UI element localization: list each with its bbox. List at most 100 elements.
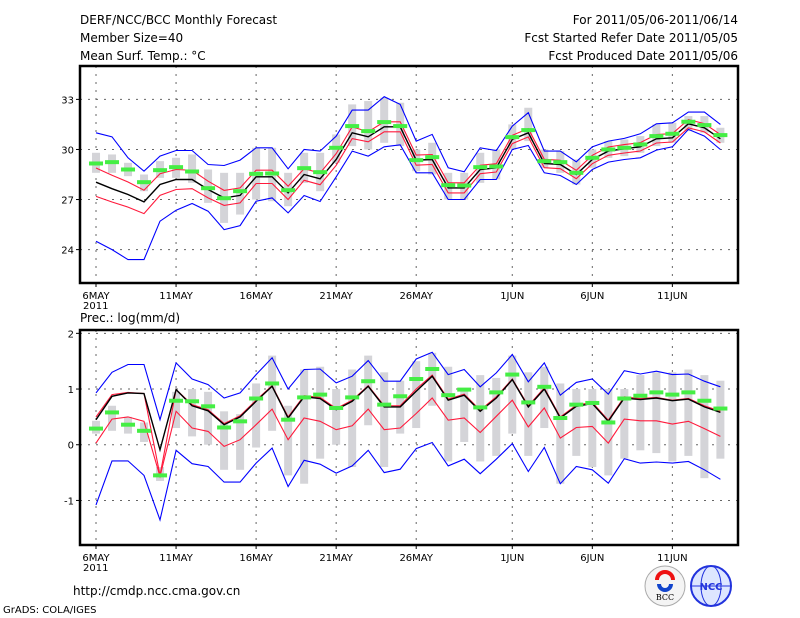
ensemble-marker xyxy=(137,428,152,433)
spread-bar xyxy=(412,361,421,429)
spread-bar xyxy=(444,366,453,462)
bcc-logo-text: BCC xyxy=(656,593,674,602)
ensemble-marker xyxy=(713,406,728,411)
spread-bar xyxy=(716,380,725,459)
ensemble-marker xyxy=(569,402,584,407)
series-inner-lower xyxy=(95,127,721,215)
ensemble-marker xyxy=(249,171,264,176)
spread-bar xyxy=(204,391,213,445)
ensemble-marker xyxy=(489,390,504,395)
ensemble-marker xyxy=(233,189,248,194)
ensemble-marker xyxy=(489,164,504,169)
series-inner-lower xyxy=(95,397,721,479)
ensemble-marker xyxy=(169,165,184,170)
ensemble-marker xyxy=(281,417,296,422)
y-tick-label: 2 xyxy=(68,329,74,340)
ensemble-marker xyxy=(569,170,584,175)
spread-bar xyxy=(252,383,261,448)
ensemble-marker xyxy=(345,124,360,129)
ensemble-marker xyxy=(633,142,648,147)
spread-bar xyxy=(508,355,517,434)
ensemble-marker xyxy=(217,425,232,430)
bcc-logo: BCC xyxy=(644,565,686,607)
plot-frame xyxy=(78,64,740,285)
ensemble-marker xyxy=(281,188,296,193)
ensemble-marker xyxy=(505,372,520,377)
ensemble-marker xyxy=(425,155,440,160)
ensemble-marker xyxy=(553,416,568,421)
ensemble-marker xyxy=(233,419,248,424)
ensemble-marker xyxy=(681,119,696,124)
ensemble-marker xyxy=(121,422,136,427)
series-ensemble-mean xyxy=(95,375,721,453)
ensemble-marker xyxy=(169,398,184,403)
ensemble-marker xyxy=(105,410,120,415)
chart-title: DERF/NCC/BCC Monthly Forecast xyxy=(80,13,277,27)
ensemble-marker xyxy=(649,134,664,139)
x-tick-label: 21MAY xyxy=(319,291,353,302)
spread-bar xyxy=(380,372,389,468)
ensemble-marker xyxy=(249,396,264,401)
ensemble-marker xyxy=(649,390,664,395)
y-tick-label: 27 xyxy=(61,196,74,207)
x-tick-label: 11MAY xyxy=(159,553,193,564)
ensemble-marker xyxy=(505,135,520,140)
ensemble-marker xyxy=(697,398,712,403)
ensemble-marker xyxy=(393,394,408,399)
spread-bar xyxy=(524,107,533,142)
ensemble-marker xyxy=(697,123,712,128)
ensemble-marker xyxy=(265,171,280,176)
spread-bar xyxy=(428,352,437,406)
spread-bar xyxy=(604,389,613,476)
ensemble-marker xyxy=(681,390,696,395)
ensemble-marker xyxy=(537,159,552,164)
x-tick-label: 21MAY xyxy=(319,553,353,564)
ensemble-marker xyxy=(377,402,392,407)
spread-bar xyxy=(572,389,581,456)
ensemble-marker xyxy=(457,387,472,392)
spread-bar xyxy=(636,375,645,451)
spread-bar xyxy=(460,389,469,442)
ensemble-marker xyxy=(121,167,136,172)
ensemble-marker xyxy=(361,379,376,384)
x-tick-label: 11JUN xyxy=(657,553,687,564)
ensemble-marker xyxy=(105,160,120,165)
ensemble-marker xyxy=(89,426,104,431)
ensemble-marker xyxy=(89,161,104,166)
ensemble-marker xyxy=(537,384,552,389)
x-tick-label: 11JUN xyxy=(657,291,687,302)
x-tick-label: 16MAY xyxy=(239,553,273,564)
x-tick-year: 2011 xyxy=(83,563,108,574)
ensemble-marker xyxy=(217,196,232,201)
y-tick-label: 24 xyxy=(61,246,74,257)
spread-bar xyxy=(700,375,709,479)
ensemble-marker xyxy=(185,399,200,404)
spread-bar xyxy=(316,366,325,459)
x-tick-label: 11MAY xyxy=(159,291,193,302)
source-url[interactable]: http://cmdp.ncc.cma.gov.cn xyxy=(73,584,240,598)
ensemble-marker xyxy=(185,169,200,174)
ensemble-marker xyxy=(585,400,600,405)
ensemble-marker xyxy=(441,393,456,398)
x-tick-label: 1JUN xyxy=(500,291,524,302)
ensemble-marker xyxy=(617,145,632,150)
ensemble-marker xyxy=(409,158,424,163)
ensemble-marker xyxy=(297,166,312,171)
ensemble-marker xyxy=(585,155,600,160)
spread-bar xyxy=(620,389,629,459)
spread-bar xyxy=(220,411,229,470)
forecast-period: For 2011/05/06-2011/06/14 xyxy=(573,13,738,27)
plot-frame xyxy=(78,328,740,547)
spread-bar xyxy=(556,383,565,484)
ensemble-marker xyxy=(153,168,168,173)
ensemble-marker xyxy=(313,170,328,175)
spread-bar xyxy=(364,355,373,426)
member-size: Member Size=40 xyxy=(80,31,183,45)
x-tick-year: 2011 xyxy=(83,301,108,312)
spread-bar xyxy=(492,149,501,180)
ensemble-marker xyxy=(521,128,536,133)
x-tick-label: 26MAY xyxy=(399,553,433,564)
